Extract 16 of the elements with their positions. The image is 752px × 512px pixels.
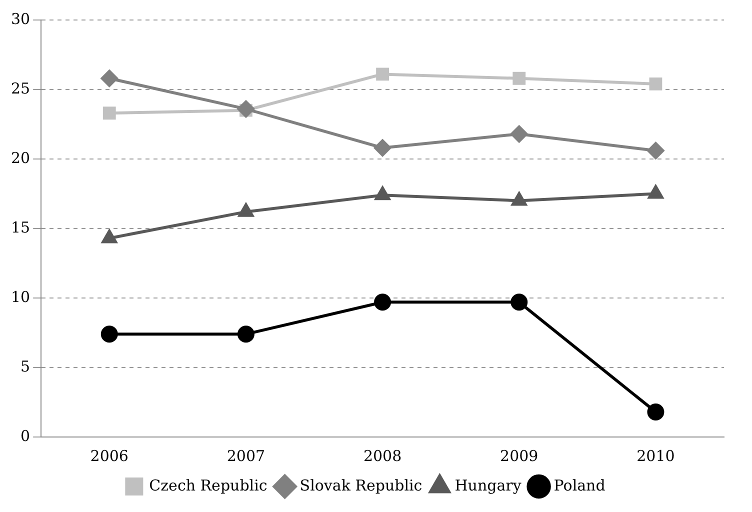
x-tick-label: 2010 bbox=[636, 446, 675, 465]
x-tick-label: 2007 bbox=[226, 446, 266, 465]
y-tick-label: 15 bbox=[10, 218, 30, 236]
y-tick-label: 30 bbox=[10, 10, 30, 28]
y-tick-label: 25 bbox=[10, 79, 30, 98]
x-tick-label: 2006 bbox=[90, 446, 128, 465]
x-tick-label: 2009 bbox=[500, 446, 538, 465]
legend-label: Poland bbox=[554, 476, 606, 494]
legend-label: Hungary bbox=[454, 476, 522, 494]
legend-label: Czech Republic bbox=[149, 476, 268, 494]
y-tick-label: 5 bbox=[20, 357, 30, 376]
y-tick-label: 10 bbox=[10, 288, 30, 306]
legend-label: Slovak Republic bbox=[300, 476, 422, 494]
y-tick-label: 0 bbox=[20, 426, 30, 445]
y-tick-label: 20 bbox=[10, 148, 30, 167]
x-tick-label: 2008 bbox=[363, 446, 402, 465]
